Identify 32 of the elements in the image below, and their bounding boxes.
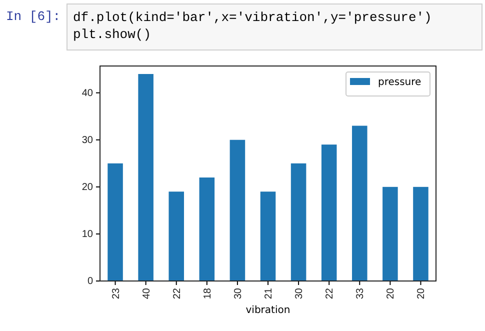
x-tick-label: 30 [294,288,306,300]
x-tick-label: 22 [172,288,183,300]
bar [413,186,428,281]
bar [138,74,154,281]
x-tick-label: 21 [264,288,274,300]
x-tick-label: 33 [355,288,366,300]
bar [168,192,184,281]
y-tick-label: 30 [82,135,94,146]
y-tick-label: 0 [87,276,94,288]
x-tick-label: 23 [110,288,122,300]
text: In [6]: [6,9,61,24]
bar [260,192,276,281]
bar [230,140,246,281]
x-axis-title: vibration [246,305,290,316]
x-tick-label: 40 [141,288,152,300]
bar [321,144,337,281]
text: plt.show() [73,27,152,42]
y-tick-label: 10 [82,229,94,240]
bar [108,163,123,281]
x-tick-label: 30 [232,288,244,300]
text: df.plot(kind='bar',x='vibration',y='pressure') [73,10,432,25]
x-tick-label: 20 [386,288,397,300]
x-tick-label: 18 [202,288,214,300]
y-tick-label: 40 [82,88,94,100]
bar [382,186,398,281]
legend-label: pressure [378,77,422,88]
bar [352,126,368,281]
x-tick-label: 22 [324,288,336,300]
bar [290,163,306,281]
bar [199,178,215,281]
y-tick-label: 20 [82,182,94,194]
x-tick-label: 20 [416,288,428,300]
